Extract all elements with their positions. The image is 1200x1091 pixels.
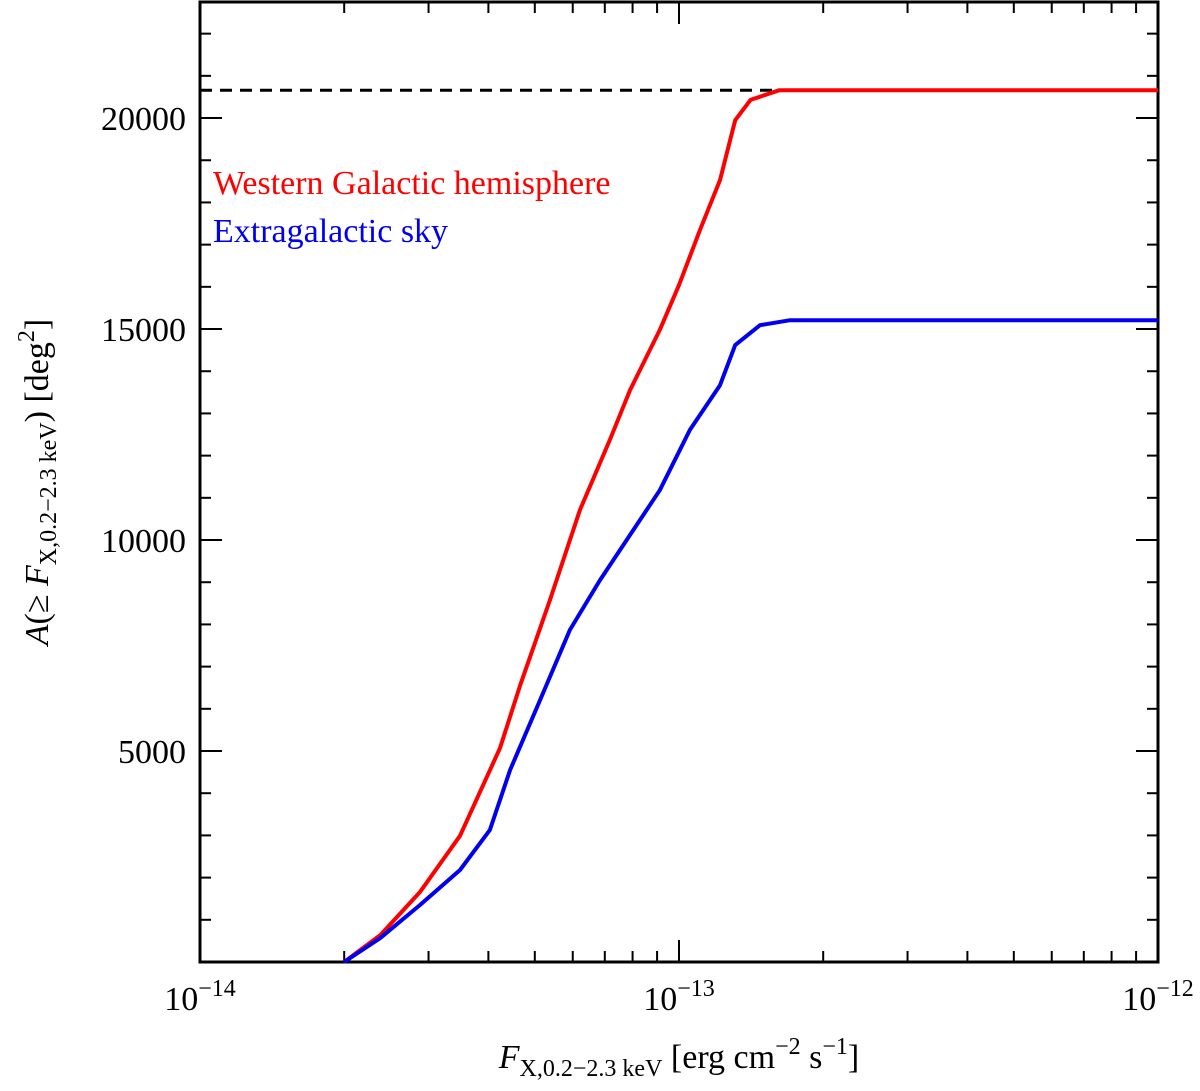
axis-label-part: ] — [848, 1039, 859, 1076]
series-line — [343, 318, 1158, 964]
y-axis-label: A(≥ FX,0.2−2.3 keV) [deg2] — [14, 319, 62, 647]
y-tick-label: 10000 — [101, 523, 186, 560]
axis-label-part: F — [19, 564, 56, 587]
x-tick-base: 10 — [164, 981, 198, 1018]
axis-label-part: F — [498, 1039, 521, 1076]
legend-entry: Western Galactic hemisphere — [213, 165, 611, 202]
y-tick-label: 20000 — [101, 101, 186, 138]
axis-label-part: X,0.2−2.3 keV — [36, 422, 62, 566]
plot-frame — [198, 0, 1160, 964]
legend-entry: Extragalactic sky — [213, 213, 448, 250]
axis-label-part: ) [deg — [19, 342, 56, 422]
x-axis-label: FX,0.2−2.3 keV [erg cm−2 s−1] — [498, 1034, 859, 1082]
axis-label-part: s — [801, 1039, 823, 1076]
axis-label-part: ] — [19, 319, 56, 330]
x-tick-exponent: −12 — [1156, 976, 1194, 1002]
axis-label-part: (≥ — [19, 586, 56, 624]
axis-label-part: −1 — [822, 1034, 848, 1060]
y-tick-label: 15000 — [101, 312, 186, 349]
x-tick-base: 10 — [1122, 981, 1156, 1018]
axis-label-part: A — [19, 624, 56, 647]
axis-label-part: −2 — [775, 1034, 801, 1060]
x-tick-exponent: −13 — [677, 976, 715, 1002]
axis-label-part: [erg cm — [662, 1039, 775, 1076]
axis-label-part: 2 — [14, 330, 40, 342]
x-tick-label: 10−13 — [643, 976, 715, 1018]
series-line — [343, 88, 1158, 964]
x-tick-label: 10−14 — [164, 976, 236, 1018]
x-tick-exponent: −14 — [198, 976, 236, 1002]
y-tick-label: 5000 — [118, 734, 186, 771]
axis-label-part: X,0.2−2.3 keV — [520, 1056, 664, 1082]
x-tick-label: 10−12 — [1122, 976, 1194, 1018]
x-tick-base: 10 — [643, 981, 677, 1018]
